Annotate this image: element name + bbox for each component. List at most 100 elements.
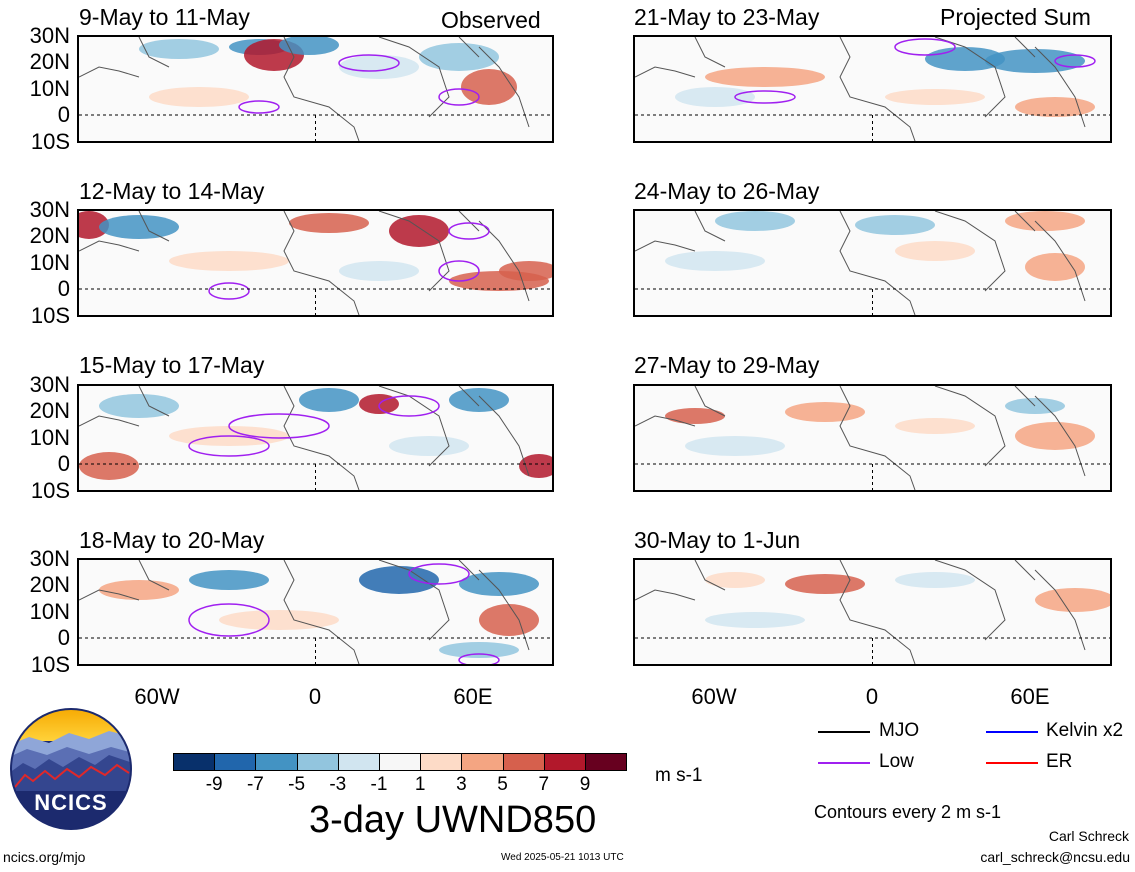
map-panel-obs-2: [77, 209, 554, 317]
colorbar-tick-label: -3: [329, 774, 347, 795]
map-panel-obs-1: [77, 35, 554, 143]
wind-anomaly-region: [675, 87, 755, 107]
colorbar-swatch: [502, 753, 545, 771]
wind-anomaly-region: [785, 402, 865, 422]
wind-anomaly-region: [449, 388, 509, 412]
kelvin-legend-line: [986, 731, 1038, 733]
wind-anomaly-region: [895, 418, 975, 434]
wind-anomaly-region: [99, 394, 179, 418]
wind-anomaly-region: [461, 69, 517, 105]
x-tick-label-left: 60W: [134, 684, 180, 709]
y-tick-label: 30N: [29, 372, 70, 397]
y-tick-label: 20N: [29, 223, 70, 248]
projected-label: Projected Sum: [940, 4, 1091, 30]
colorbar-tick-label: -5: [288, 774, 306, 795]
panel-title-obs-2: 12-May to 14-May: [79, 178, 265, 204]
wind-anomaly-region: [279, 37, 339, 55]
low-contour: [208, 282, 250, 300]
wind-anomaly-region: [479, 604, 539, 636]
y-tick-label: 20N: [29, 398, 70, 423]
low-contour: [438, 88, 480, 106]
low-contour: [228, 413, 330, 439]
site-link[interactable]: ncics.org/mjo: [3, 849, 86, 865]
observed-label: Observed: [441, 7, 541, 33]
colorbar-swatch: [543, 753, 586, 771]
y-tick-label: 10S: [30, 652, 70, 677]
wind-anomaly-region: [665, 408, 725, 424]
map-panel-proj-4: [633, 558, 1112, 666]
author-email: carl_schreck@ncsu.edu: [980, 849, 1130, 865]
y-tick-label: 10N: [29, 250, 70, 275]
wind-anomaly-region: [499, 261, 552, 281]
timestamp: Wed 2025-05-21 1013 UTC: [501, 852, 624, 863]
colorbar-tick-label: 7: [538, 774, 550, 795]
low-contour: [734, 90, 796, 104]
mjo-legend-label: MJO: [879, 720, 920, 741]
y-tick-label: 0: [57, 625, 70, 650]
y-tick-label: 10S: [30, 478, 70, 503]
y-tick-label: 0: [57, 451, 70, 476]
low-contour: [188, 603, 270, 637]
panel-title-obs-1: 9-May to 11-May: [79, 4, 250, 30]
colorbar-tick-label: -7: [246, 774, 264, 795]
colorbar-swatch: [255, 753, 298, 771]
wind-anomaly-region: [79, 452, 139, 480]
coastline: [635, 211, 1086, 315]
panel-title-proj-1: 21-May to 23-May: [634, 4, 820, 30]
wind-anomaly-region: [855, 215, 935, 235]
wind-anomaly-region: [389, 215, 449, 247]
panel-title-proj-3: 27-May to 29-May: [634, 352, 820, 378]
wind-anomaly-region: [885, 89, 985, 105]
wind-anomaly-region: [1015, 422, 1095, 450]
map-panel-obs-3: [77, 384, 554, 492]
wind-anomaly-region: [79, 211, 109, 239]
y-tick-label: 20N: [29, 49, 70, 74]
uwnd-field: [635, 386, 1110, 490]
x-tick-label-left: 60E: [453, 684, 493, 709]
wind-anomaly-region: [705, 572, 765, 588]
wind-anomaly-region: [895, 572, 975, 588]
low-contour: [1054, 54, 1096, 68]
er-legend-label: ER: [1046, 751, 1073, 772]
panel-title-proj-2: 24-May to 26-May: [634, 178, 820, 204]
wind-anomaly-region: [665, 251, 765, 271]
wind-anomaly-region: [359, 566, 439, 594]
colorbar-tick-label: -9: [205, 774, 223, 795]
colorbar-swatch: [296, 753, 339, 771]
wind-anomaly-region: [1035, 588, 1110, 612]
coastline: [79, 560, 530, 664]
wind-anomaly-region: [985, 49, 1085, 73]
colorbar-swatch: [173, 753, 216, 771]
wind-anomaly-region: [785, 574, 865, 594]
wind-anomaly-region: [339, 261, 419, 281]
colorbar-tick-label: 1: [414, 774, 426, 795]
low-contour: [378, 395, 440, 417]
y-tick-label: 30N: [29, 197, 70, 222]
wind-anomaly-region: [289, 213, 369, 233]
uwnd-field: [79, 560, 552, 664]
y-tick-label: 30N: [29, 546, 70, 571]
panel-title-obs-4: 18-May to 20-May: [79, 527, 265, 553]
wind-anomaly-region: [219, 610, 339, 630]
y-tick-label: 10N: [29, 599, 70, 624]
kelvin-legend-label: Kelvin x2: [1046, 720, 1124, 741]
uwnd-field: [79, 37, 552, 141]
x-tick-label-left: 0: [308, 684, 322, 709]
chart-title: 3-day UWND850: [309, 799, 597, 841]
colorbar-swatch: [420, 753, 463, 771]
wind-anomaly-region: [685, 436, 785, 456]
logo-text: NCICS: [34, 790, 108, 815]
coastline: [79, 37, 530, 141]
x-tick-label-right: 0: [865, 684, 879, 709]
wind-anomaly-region: [189, 570, 269, 590]
uwnd-field: [79, 211, 552, 315]
colorbar-swatch: [461, 753, 504, 771]
colorbar-swatch: [214, 753, 257, 771]
coastline: [635, 386, 1086, 490]
low-legend-label: Low: [879, 751, 914, 772]
coastline: [635, 560, 1086, 664]
ncics-logo: NCICS: [9, 707, 133, 831]
map-panel-proj-2: [633, 209, 1112, 317]
colorbar-swatch: [337, 753, 380, 771]
panel-title-obs-3: 15-May to 17-May: [79, 352, 265, 378]
